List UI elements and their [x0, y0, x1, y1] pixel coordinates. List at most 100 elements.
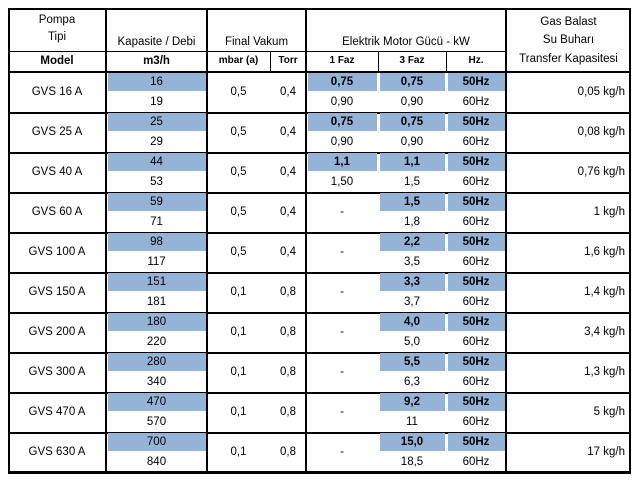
- hz-value: 50Hz: [462, 76, 490, 88]
- highlight-cell: [380, 233, 445, 251]
- vacuum-torr: 0,4: [280, 206, 296, 218]
- capacity: 470: [146, 396, 167, 408]
- vacuum-mbar: 0,5: [230, 246, 247, 258]
- faz3-value: 6,3: [404, 376, 420, 388]
- vacuum-mbar: 0,5: [230, 166, 247, 178]
- capacity: 340: [146, 376, 167, 388]
- header-text: Kapasite / Debi: [117, 36, 196, 48]
- border-line: [8, 8, 10, 473]
- hz-value: 60Hz: [462, 96, 490, 108]
- highlight-cell: [108, 353, 206, 371]
- capacity: 53: [150, 176, 163, 188]
- vacuum-mbar: 0,5: [230, 86, 247, 98]
- border-line: [505, 8, 507, 473]
- gas-capacity: 0,76 kg/h: [577, 166, 625, 178]
- model-name: GVS 470 A: [28, 406, 86, 418]
- hz-value: 50Hz: [462, 276, 490, 288]
- faz1-value: -: [340, 446, 344, 458]
- capacity: 220: [146, 336, 167, 348]
- hz-value: 50Hz: [462, 196, 490, 208]
- capacity: 280: [146, 356, 167, 368]
- highlight-cell: [448, 113, 505, 131]
- vacuum-mbar: 0,1: [230, 366, 247, 378]
- hz-value: 50Hz: [462, 316, 490, 328]
- faz3-value: 18,5: [400, 456, 424, 468]
- vacuum-mbar: 0,1: [230, 326, 247, 338]
- highlight-cell: [380, 113, 445, 131]
- faz1-value: 1,50: [330, 176, 354, 188]
- highlight-cell: [108, 153, 206, 171]
- model-name: GVS 25 A: [31, 126, 83, 138]
- highlight-cell: [380, 273, 445, 291]
- header-text: Pompa: [38, 14, 76, 26]
- highlight-cell: [448, 193, 505, 211]
- faz3-value: 5,5: [404, 356, 420, 368]
- highlight-cell: [448, 73, 505, 91]
- hz-value: 50Hz: [462, 396, 490, 408]
- capacity: 16: [150, 76, 163, 88]
- capacity: 59: [150, 196, 163, 208]
- capacity: 180: [146, 316, 167, 328]
- highlight-cell: [380, 193, 445, 211]
- hz-value: 50Hz: [462, 236, 490, 248]
- highlight-cell: [448, 353, 505, 371]
- subheader-text: 3 Faz: [399, 55, 425, 66]
- vacuum-torr: 0,4: [280, 86, 296, 98]
- faz3-value: 3,5: [404, 256, 420, 268]
- faz1-value: -: [340, 286, 344, 298]
- vacuum-torr: 0,8: [280, 286, 296, 298]
- highlight-cell: [448, 233, 505, 251]
- border-line: [206, 8, 208, 473]
- capacity: 181: [146, 296, 167, 308]
- capacity: 19: [150, 96, 163, 108]
- gas-capacity: 3,4 kg/h: [584, 326, 625, 338]
- highlight-cell: [380, 433, 445, 451]
- highlight-cell: [308, 113, 377, 131]
- subheader-text: Hz.: [468, 55, 484, 66]
- model-name: GVS 100 A: [28, 246, 86, 258]
- highlight-cell: [108, 113, 206, 131]
- border-line: [8, 272, 631, 274]
- gas-capacity: 1 kg/h: [593, 206, 625, 218]
- model-name: GVS 150 A: [28, 286, 86, 298]
- hz-value: 50Hz: [462, 356, 490, 368]
- subheader-text: Model: [40, 55, 74, 67]
- vacuum-torr: 0,8: [280, 366, 296, 378]
- model-name: GVS 300 A: [28, 366, 86, 378]
- hz-value: 60Hz: [462, 136, 490, 148]
- faz3-value: 3,3: [404, 276, 420, 288]
- border-line: [8, 192, 631, 194]
- border-line: [8, 352, 631, 354]
- vacuum-mbar: 0,1: [230, 286, 247, 298]
- subheader-text: mbar (a): [218, 55, 259, 66]
- capacity: 25: [150, 116, 163, 128]
- gas-capacity: 5 kg/h: [593, 406, 625, 418]
- highlight-cell: [108, 193, 206, 211]
- hz-value: 60Hz: [462, 456, 490, 468]
- highlight-cell: [380, 313, 445, 331]
- faz1-value: -: [340, 326, 344, 338]
- border-line: [378, 51, 379, 72]
- capacity: 29: [150, 136, 163, 148]
- faz3-value: 4,0: [404, 316, 420, 328]
- header-text: Transfer Kapasitesi: [519, 53, 618, 65]
- border-line: [105, 8, 107, 473]
- vacuum-mbar: 0,5: [230, 126, 247, 138]
- highlight-cell: [108, 393, 206, 411]
- hz-value: 50Hz: [462, 116, 490, 128]
- model-name: GVS 60 A: [31, 206, 83, 218]
- capacity: 570: [146, 416, 167, 428]
- vacuum-torr: 0,8: [280, 406, 296, 418]
- highlight-cell: [380, 153, 445, 171]
- highlight-cell: [380, 73, 445, 91]
- vacuum-torr: 0,4: [280, 166, 296, 178]
- border-line: [8, 112, 631, 114]
- model-name: GVS 200 A: [28, 326, 86, 338]
- model-name: GVS 16 A: [31, 86, 83, 98]
- vacuum-mbar: 0,1: [230, 446, 247, 458]
- faz3-value: 1,8: [404, 216, 420, 228]
- faz1-value: 0,90: [330, 96, 354, 108]
- faz3-value: 0,75: [400, 76, 424, 88]
- border-line: [8, 432, 631, 434]
